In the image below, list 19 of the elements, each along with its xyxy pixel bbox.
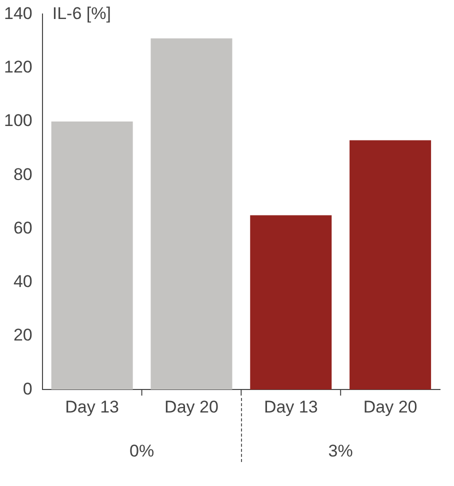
bar bbox=[51, 121, 133, 390]
bar bbox=[150, 38, 232, 390]
y-tick-label: 80 bbox=[13, 164, 32, 184]
x-tick-label: Day 13 bbox=[264, 397, 318, 416]
y-tick-label: 140 bbox=[4, 4, 32, 23]
y-tick-label: 0 bbox=[22, 379, 32, 398]
y-tick-label: 20 bbox=[13, 326, 32, 345]
y-tick-label: 120 bbox=[4, 58, 32, 77]
y-tick-label: 100 bbox=[4, 111, 32, 130]
text: 0% bbox=[129, 441, 154, 460]
x-tick-label: Day 20 bbox=[363, 397, 418, 416]
y-tick-label: 40 bbox=[13, 272, 32, 292]
x-tick-label: Day 13 bbox=[65, 397, 120, 416]
text: 3% bbox=[328, 441, 353, 460]
bar bbox=[350, 140, 432, 390]
x-tick-label: Day 20 bbox=[164, 397, 218, 416]
y-axis-title: IL-6 [%] bbox=[52, 4, 111, 23]
bar bbox=[250, 215, 332, 390]
y-tick-label: 60 bbox=[13, 218, 32, 238]
